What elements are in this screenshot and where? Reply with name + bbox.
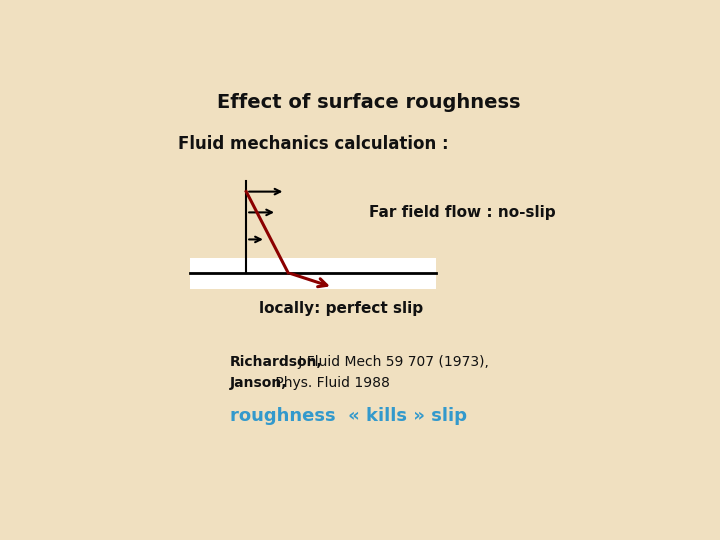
Text: Richardson,: Richardson,: [230, 355, 323, 369]
Text: roughness  « kills » slip: roughness « kills » slip: [230, 407, 467, 425]
Text: Far field flow : no-slip: Far field flow : no-slip: [369, 205, 556, 220]
Text: Phys. Fluid 1988: Phys. Fluid 1988: [271, 376, 390, 390]
Text: Effect of surface roughness: Effect of surface roughness: [217, 93, 521, 112]
Text: J Fluid Mech 59 707 (1973),: J Fluid Mech 59 707 (1973),: [294, 355, 489, 369]
Text: locally: perfect slip: locally: perfect slip: [259, 301, 423, 315]
Text: Janson,: Janson,: [230, 376, 287, 390]
Bar: [190, 258, 436, 289]
Text: Fluid mechanics calculation :: Fluid mechanics calculation :: [178, 135, 449, 153]
